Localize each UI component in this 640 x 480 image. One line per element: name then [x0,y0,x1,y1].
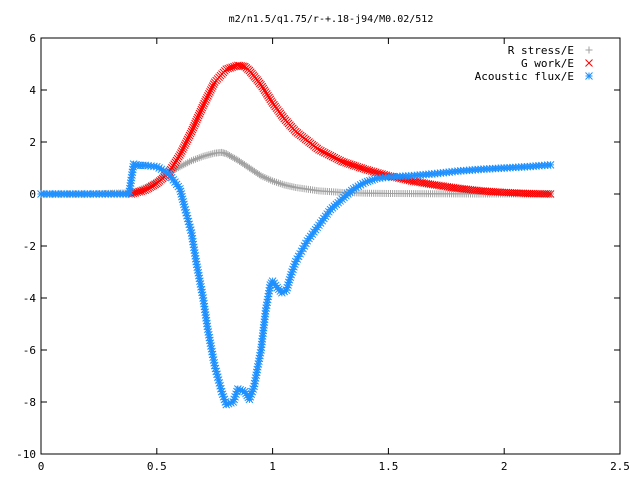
data-point [202,95,210,104]
data-point [181,139,190,148]
data-point [322,149,331,158]
legend-marker [585,72,593,80]
y-tick-label: -8 [23,396,36,409]
data-point [209,80,218,89]
data-point [332,154,341,163]
x-tick-label: 0.5 [147,460,167,473]
data-point [189,123,198,132]
y-tick-label: 0 [29,188,36,201]
x-axis: 0 0.5 1 1.5 2 2.5 [38,38,630,473]
x-tick-label: 2 [501,460,508,473]
legend-label: R stress/E [508,44,574,57]
data-point [191,119,199,128]
data-point [200,99,208,108]
data-point [198,103,207,112]
data-point [188,125,197,134]
data-point [203,93,211,102]
data-point [361,165,370,174]
data-point [187,127,196,136]
data-point [201,97,209,106]
data-point [183,135,192,144]
data-point [204,91,212,100]
data-point [176,151,184,159]
data-point [199,101,207,110]
chart-title: m2/n1.5/q1.75/r-+.18-j94/M0.02/512 [229,14,434,25]
data-point [196,107,205,116]
y-tick-label: -2 [23,240,36,253]
data-point [546,161,555,169]
y-axis: -10 -8 -6 -4 -2 0 2 4 6 [16,32,620,461]
data-point [185,131,194,140]
data-point [182,137,191,146]
y-tick-label: -4 [23,292,37,305]
y-tick-label: -10 [16,448,36,461]
x-tick-label: 0 [38,460,45,473]
data-point [371,168,380,177]
data-point [328,152,337,161]
data-point [206,88,214,96]
legend-marker [585,59,593,67]
series-acoustic-flux-e [37,160,555,409]
data-point [195,109,204,118]
data-point [216,381,224,390]
y-tick-label: -6 [23,344,36,357]
data-point [190,121,199,130]
data-point [177,149,185,157]
x-tick-label: 2.5 [610,460,630,473]
y-tick-label: 4 [29,84,36,97]
data-point [255,171,263,179]
y-tick-label: 6 [29,32,36,45]
data-point [194,111,203,120]
data-point [207,84,216,92]
x-tick-label: 1 [269,460,276,473]
legend-marker [585,46,593,54]
y-tick-label: 2 [29,136,36,149]
data-point [318,147,327,156]
data-point [367,167,376,175]
data-point [205,90,213,98]
data-point [193,113,202,122]
data-point [369,167,378,176]
data-point [316,146,325,155]
data-point [186,129,195,138]
data-point [179,143,188,152]
plot-area [37,61,555,409]
data-point [334,155,343,164]
data-point [365,166,374,175]
data-point [180,141,189,150]
x-tick-label: 1.5 [378,460,398,473]
data-point [330,153,339,162]
data-point [178,147,186,155]
data-point [544,190,553,198]
data-point [193,115,201,124]
data-point [546,190,555,198]
data-point [315,145,323,154]
data-point [320,148,329,157]
series-g-work-e [127,61,555,198]
data-point [208,82,217,90]
data-point [197,105,206,114]
data-point [300,242,309,250]
data-point [336,156,345,165]
data-point [363,166,372,174]
data-point [206,86,215,94]
legend-label: G work/E [521,57,574,70]
data-point [324,150,333,159]
data-point [326,151,335,160]
data-point [179,145,187,154]
data-point [184,133,193,142]
legend-label: Acoustic flux/E [475,70,574,83]
data-point [192,117,200,126]
